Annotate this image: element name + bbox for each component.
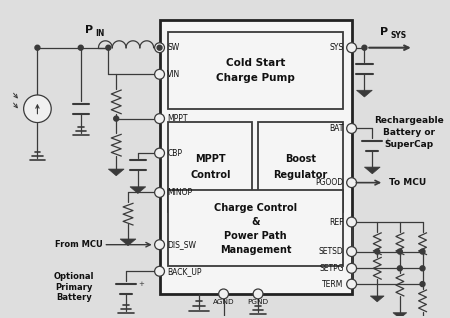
Bar: [168, 121, 252, 212]
Text: P: P: [380, 27, 388, 37]
Text: Charge Pump: Charge Pump: [216, 73, 295, 83]
Text: P: P: [86, 25, 94, 35]
Polygon shape: [130, 187, 146, 193]
Text: PGND: PGND: [248, 299, 269, 305]
Text: MINOP: MINOP: [167, 188, 193, 197]
Text: From MCU: From MCU: [55, 240, 103, 249]
Text: SETSD: SETSD: [319, 247, 344, 256]
Circle shape: [420, 266, 425, 271]
Text: DIS_SW: DIS_SW: [167, 240, 197, 249]
Circle shape: [35, 45, 40, 50]
Circle shape: [346, 217, 356, 227]
Polygon shape: [364, 167, 380, 174]
Bar: [168, 32, 343, 109]
Text: Charge Control: Charge Control: [214, 203, 297, 213]
Text: +: +: [384, 138, 390, 144]
Polygon shape: [393, 313, 407, 318]
Circle shape: [157, 45, 162, 50]
Circle shape: [346, 279, 356, 289]
Circle shape: [155, 240, 165, 250]
Text: VIN: VIN: [167, 70, 181, 79]
Circle shape: [346, 178, 356, 188]
Circle shape: [420, 282, 425, 287]
Circle shape: [155, 43, 165, 53]
Circle shape: [346, 124, 356, 133]
Circle shape: [155, 114, 165, 124]
Text: +: +: [138, 281, 144, 287]
Circle shape: [420, 249, 425, 254]
Circle shape: [346, 263, 356, 273]
Text: Control: Control: [190, 170, 230, 180]
Bar: [258, 121, 343, 212]
Text: To MCU: To MCU: [389, 178, 426, 187]
Text: MPPT: MPPT: [167, 114, 188, 123]
Text: TERM: TERM: [322, 280, 344, 288]
Text: Power Path: Power Path: [224, 231, 287, 241]
Text: Management: Management: [220, 245, 291, 255]
Text: SETPG: SETPG: [319, 264, 344, 273]
Bar: [160, 20, 351, 294]
Circle shape: [155, 148, 165, 158]
Polygon shape: [120, 239, 136, 246]
Text: SYS: SYS: [329, 43, 344, 52]
Text: SuperCap: SuperCap: [384, 140, 433, 149]
Polygon shape: [216, 317, 231, 318]
Text: CBP: CBP: [167, 149, 182, 158]
Polygon shape: [356, 90, 372, 97]
Circle shape: [155, 69, 165, 79]
Text: Battery or: Battery or: [383, 128, 435, 137]
Text: Optional: Optional: [54, 272, 94, 281]
Text: PGOOD: PGOOD: [315, 178, 344, 187]
Circle shape: [375, 249, 380, 254]
Circle shape: [155, 188, 165, 197]
Circle shape: [253, 289, 263, 299]
Text: Boost: Boost: [285, 154, 316, 164]
Polygon shape: [370, 296, 384, 302]
Circle shape: [219, 289, 229, 299]
Text: Rechargeable: Rechargeable: [374, 116, 444, 125]
Text: Cold Start: Cold Start: [226, 59, 285, 68]
Bar: [168, 190, 343, 266]
Circle shape: [78, 45, 83, 50]
Text: Primary: Primary: [55, 282, 93, 292]
Text: IN: IN: [95, 30, 105, 38]
Circle shape: [397, 266, 402, 271]
Circle shape: [114, 116, 119, 121]
Circle shape: [106, 45, 111, 50]
Polygon shape: [108, 169, 124, 176]
Text: Regulator: Regulator: [273, 170, 328, 180]
Text: &: &: [252, 217, 260, 227]
Text: BAT: BAT: [329, 124, 344, 133]
Text: AGND: AGND: [213, 299, 234, 305]
Text: BACK_UP: BACK_UP: [167, 267, 202, 276]
Circle shape: [397, 249, 402, 254]
Circle shape: [24, 95, 51, 122]
Circle shape: [155, 266, 165, 276]
Circle shape: [362, 45, 367, 50]
Text: REF: REF: [329, 218, 344, 226]
Text: SYS: SYS: [390, 31, 406, 40]
Text: Battery: Battery: [56, 294, 92, 302]
Text: MPPT: MPPT: [195, 154, 225, 164]
Circle shape: [346, 247, 356, 257]
Circle shape: [346, 43, 356, 53]
Text: SW: SW: [167, 43, 180, 52]
